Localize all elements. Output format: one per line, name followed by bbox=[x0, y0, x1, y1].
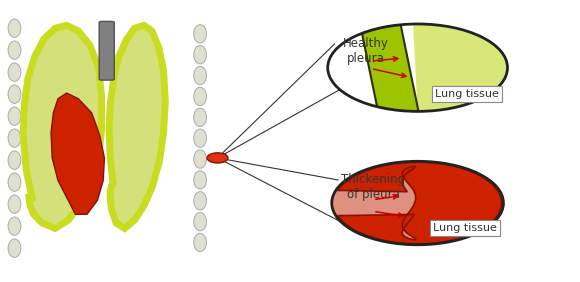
Circle shape bbox=[332, 162, 503, 244]
Ellipse shape bbox=[194, 46, 206, 64]
Polygon shape bbox=[23, 25, 101, 228]
Ellipse shape bbox=[8, 63, 21, 81]
Ellipse shape bbox=[194, 108, 206, 126]
Ellipse shape bbox=[194, 25, 206, 43]
Text: Healthy
pleura: Healthy pleura bbox=[343, 37, 389, 65]
Ellipse shape bbox=[194, 67, 206, 85]
Ellipse shape bbox=[8, 151, 21, 169]
Ellipse shape bbox=[194, 171, 206, 189]
Polygon shape bbox=[51, 93, 104, 214]
Polygon shape bbox=[109, 25, 165, 228]
Text: Lung tissue: Lung tissue bbox=[433, 223, 496, 233]
Ellipse shape bbox=[8, 107, 21, 125]
Ellipse shape bbox=[194, 213, 206, 231]
Circle shape bbox=[332, 161, 503, 245]
Ellipse shape bbox=[194, 192, 206, 210]
Polygon shape bbox=[338, 162, 501, 244]
Polygon shape bbox=[413, 24, 508, 111]
Text: Thickening
of pleura: Thickening of pleura bbox=[341, 173, 405, 201]
Ellipse shape bbox=[8, 173, 21, 191]
Ellipse shape bbox=[8, 19, 21, 37]
Ellipse shape bbox=[8, 129, 21, 147]
FancyBboxPatch shape bbox=[99, 21, 114, 80]
Ellipse shape bbox=[8, 239, 21, 257]
Polygon shape bbox=[359, 20, 419, 116]
Ellipse shape bbox=[8, 195, 21, 213]
Ellipse shape bbox=[194, 150, 206, 168]
Ellipse shape bbox=[8, 41, 21, 59]
Ellipse shape bbox=[8, 217, 21, 235]
Circle shape bbox=[328, 24, 508, 111]
Ellipse shape bbox=[8, 85, 21, 103]
Circle shape bbox=[207, 153, 228, 163]
Ellipse shape bbox=[194, 233, 206, 252]
Text: Lung tissue: Lung tissue bbox=[435, 89, 499, 99]
Ellipse shape bbox=[194, 87, 206, 105]
Ellipse shape bbox=[194, 129, 206, 147]
